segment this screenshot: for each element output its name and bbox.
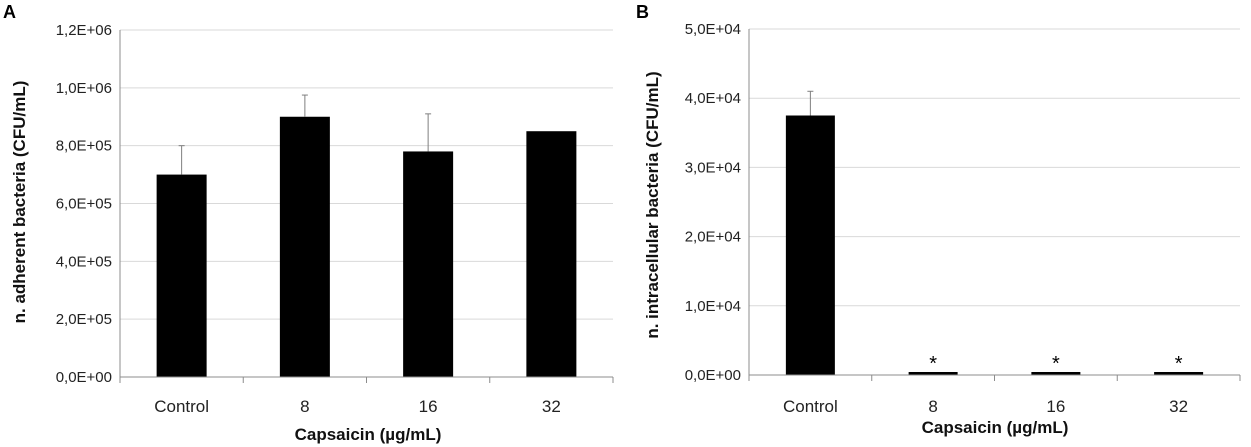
- bar-b-4: [1154, 372, 1204, 375]
- panel-label-b: B: [636, 2, 649, 22]
- y-tick-labels-a: 0,0E+00 2,0E+05 4,0E+05 6,0E+05 8,0E+05 1,0E+…: [56, 22, 112, 386]
- bar-b-1: [785, 115, 835, 375]
- bar-a-1: [156, 174, 207, 377]
- y-tick-labels-b: 0,0E+00 1,0E+04 2,0E+04 3,0E+04 4,0E+04 5,0E+…: [685, 21, 741, 384]
- x-tick-label-b: Control: [783, 397, 838, 416]
- error-bars-b: [807, 90, 814, 116]
- x-tick-labels-b: Control 8 16 32: [783, 397, 1188, 416]
- x-axis-title-a: Capsaicin (µg/mL): [295, 425, 442, 444]
- bar-b-3: [1031, 372, 1081, 375]
- axes-a: [119, 30, 614, 383]
- significance-star-b-2: *: [929, 353, 937, 375]
- y-tick-label-a: 1,0E+06: [56, 80, 112, 97]
- y-tick-label-a: 1,2E+06: [56, 22, 112, 39]
- y-tick-label-a: 0,0E+00: [56, 369, 112, 386]
- bar-a-3: [403, 151, 454, 377]
- y-tick-label-b: 4,0E+04: [685, 90, 741, 107]
- x-tick-label-a: 16: [419, 397, 438, 416]
- error-bars-a: [178, 94, 432, 175]
- chart-panel-b: B * * * 0,0E+00 1,0E+04 2,0E+04 3,0E+04 4,0E+0…: [636, 2, 1241, 437]
- y-tick-label-b: 3,0E+04: [685, 159, 741, 176]
- x-tick-label-b: 16: [1046, 397, 1065, 416]
- y-tick-label-a: 6,0E+05: [56, 196, 112, 213]
- axes-b: [748, 29, 1241, 381]
- significance-star-b-3: *: [1052, 353, 1060, 375]
- significance-markers-b: * * *: [929, 353, 1183, 375]
- y-tick-label-a: 4,0E+05: [56, 253, 112, 270]
- y-tick-label-b: 5,0E+04: [685, 21, 741, 38]
- bars-b: [785, 115, 1204, 375]
- y-axis-title-b: n. intracellular bacteria (CFU/mL): [643, 71, 662, 338]
- x-tick-label-a: Control: [154, 397, 209, 416]
- x-tick-label-a: 8: [300, 397, 309, 416]
- bars-a: [156, 116, 577, 377]
- y-tick-label-b: 2,0E+04: [685, 229, 741, 246]
- bar-a-4: [526, 131, 577, 377]
- significance-star-b-4: *: [1175, 353, 1183, 375]
- y-tick-label-b: 1,0E+04: [685, 298, 741, 315]
- x-axis-title-b: Capsaicin (µg/mL): [922, 418, 1069, 437]
- x-tick-labels-a: Control 8 16 32: [154, 397, 561, 416]
- x-tick-label-b: 8: [928, 397, 937, 416]
- x-tick-label-a: 32: [542, 397, 561, 416]
- chart-panel-a: A 0,0E+00 2,0E+05 4,0E+05 6,0E+05 8,0E+05 1,0…: [3, 2, 614, 444]
- x-tick-label-b: 32: [1169, 397, 1188, 416]
- y-axis-title-a: n. adherent bacteria (CFU/mL): [10, 81, 29, 324]
- y-tick-label-a: 2,0E+05: [56, 311, 112, 328]
- y-tick-label-a: 8,0E+05: [56, 138, 112, 155]
- bar-b-2: [908, 372, 958, 375]
- y-tick-label-b: 0,0E+00: [685, 367, 741, 384]
- panel-label-a: A: [3, 2, 16, 22]
- bar-a-2: [279, 116, 330, 377]
